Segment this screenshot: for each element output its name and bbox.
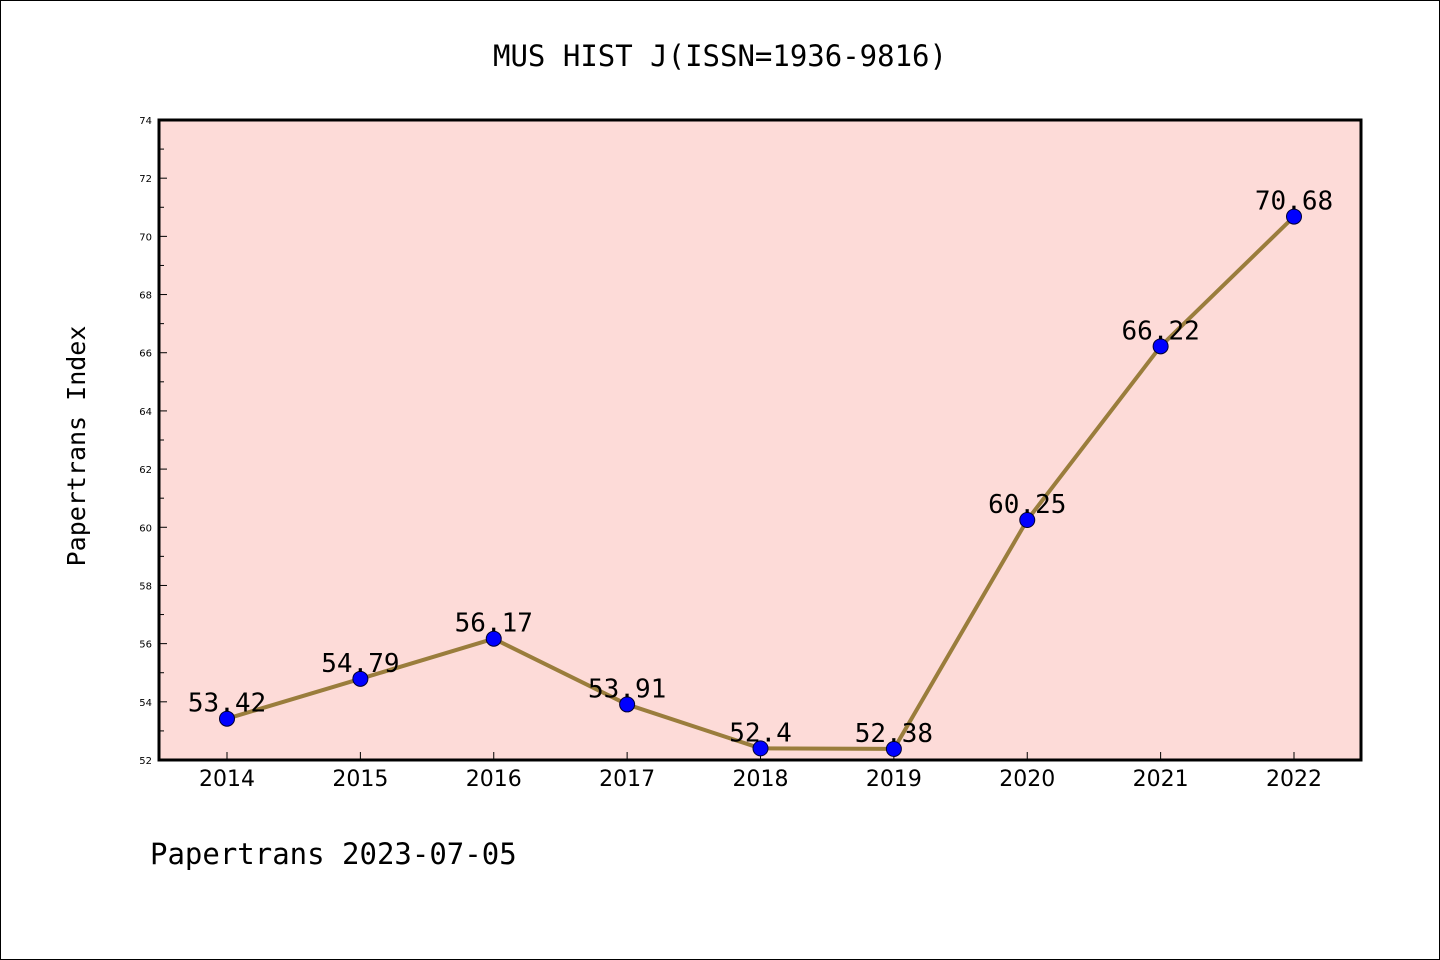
y-axis-label: Papertrans Index — [62, 326, 91, 567]
chart-title: MUS HIST J(ISSN=1936-9816) — [493, 39, 947, 73]
data-labels: 53.42 54.79 56.17 53.91 52.4 52.38 60.25 66.22 7… — [188, 187, 1333, 749]
data-label: 56.17 — [455, 609, 533, 639]
x-tick-label: 2021 — [1133, 767, 1189, 792]
y-tick-label: 74 — [139, 116, 152, 127]
data-point — [1019, 512, 1036, 528]
y-tick-label: 64 — [139, 407, 152, 418]
data-point — [619, 696, 636, 713]
x-tick-label: 2015 — [332, 767, 388, 792]
y-tick-label: 68 — [139, 291, 152, 302]
data-label: 52.4 — [729, 718, 792, 748]
y-tick-label: 72 — [139, 174, 152, 185]
data-label: 70.68 — [1255, 187, 1333, 217]
data-point — [485, 630, 502, 647]
y-tick-label: 58 — [139, 581, 152, 592]
data-label: 53.91 — [588, 674, 666, 704]
data-point — [1152, 338, 1169, 355]
x-tick-label: 2014 — [199, 767, 255, 792]
data-point — [752, 740, 769, 757]
x-tick-label: 2018 — [733, 767, 789, 792]
x-tick-label: 2022 — [1266, 767, 1322, 792]
x-axis: 2014 2015 2016 2017 2018 2019 2020 2021 2022 — [199, 752, 1322, 792]
y-tick-label: 70 — [139, 232, 152, 243]
data-point — [352, 670, 369, 687]
y-tick-label: 66 — [139, 349, 152, 360]
footer-date: Papertrans 2023-07-05 — [150, 837, 517, 871]
data-label: 54.79 — [321, 649, 399, 679]
data-points — [219, 208, 1302, 757]
data-label: 52.38 — [855, 719, 933, 749]
data-label: 66.22 — [1121, 316, 1199, 346]
data-label: 60.25 — [988, 490, 1066, 520]
y-axis: 52 54 56 58 60 62 64 66 68 70 72 74 — [139, 116, 167, 767]
data-point — [885, 740, 902, 757]
y-tick-label: 52 — [139, 756, 152, 767]
y-tick-label: 54 — [139, 698, 152, 709]
plot-area — [157, 118, 1363, 762]
y-tick-label: 56 — [139, 640, 152, 651]
y-tick-label: 60 — [139, 523, 152, 534]
data-point — [1286, 208, 1302, 225]
data-point — [219, 710, 235, 727]
x-tick-label: 2016 — [466, 767, 522, 792]
y-tick-label: 62 — [139, 465, 152, 476]
x-tick-label: 2017 — [599, 767, 655, 792]
data-label: 53.42 — [188, 689, 266, 719]
x-tick-label: 2019 — [866, 767, 922, 792]
x-tick-label: 2020 — [999, 767, 1055, 792]
